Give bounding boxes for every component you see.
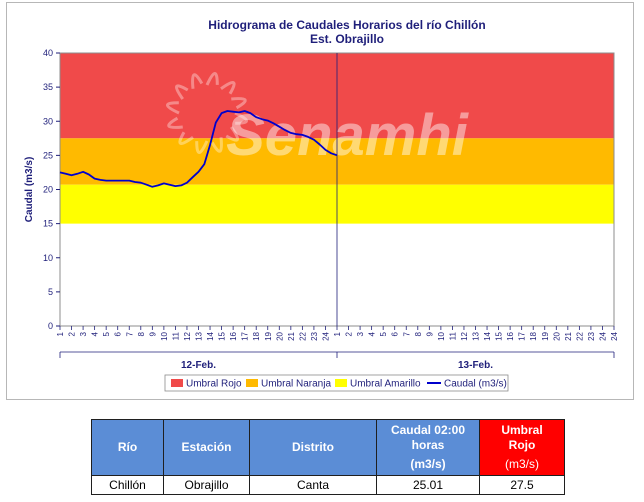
legend-label: Umbral Naranja xyxy=(261,379,331,390)
chart-title: Hidrograma de Caudales Horarios del río … xyxy=(208,18,485,32)
x-tick-label: 23 xyxy=(310,331,319,340)
x-tick-label: 7 xyxy=(125,331,134,336)
legend-label: Umbral Amarillo xyxy=(350,379,421,390)
x-tick-label: 15 xyxy=(218,331,227,340)
header-distrito: Distrito xyxy=(249,419,377,476)
y-tick-label: 35 xyxy=(43,82,53,92)
x-tick-label: 20 xyxy=(552,331,561,340)
x-tick-label: 24 xyxy=(610,331,619,340)
legend-swatch xyxy=(335,379,347,387)
x-tick-label: 21 xyxy=(287,331,296,340)
x-tick-label: 18 xyxy=(252,331,261,340)
x-tick-label: 9 xyxy=(148,331,157,336)
x-tick-label: 9 xyxy=(425,331,434,336)
legend-swatch xyxy=(246,379,258,387)
x-tick-label: 6 xyxy=(391,331,400,336)
x-tick-label: 4 xyxy=(368,331,377,336)
x-tick-label: 11 xyxy=(448,331,457,340)
legend-label: Umbral Rojo xyxy=(186,379,242,390)
x-tick-label: 17 xyxy=(518,331,527,340)
x-tick-label: 22 xyxy=(298,331,307,340)
header-umbral-rojo: Umbral Rojo (m3/s) xyxy=(479,419,565,476)
x-tick-label: 18 xyxy=(529,331,538,340)
y-tick-label: 15 xyxy=(43,219,53,229)
x-tick-label: 10 xyxy=(160,331,169,340)
x-tick-label: 1 xyxy=(56,331,65,336)
chart-panel: Hidrograma de Caudales Horarios del río … xyxy=(6,2,634,400)
cell-caudal: 25.01 xyxy=(376,475,480,495)
y-tick-label: 5 xyxy=(48,287,53,297)
series-line-caudal xyxy=(59,110,338,188)
y-tick-label: 10 xyxy=(43,253,53,263)
day-label: 13-Feb. xyxy=(458,360,493,371)
x-tick-label: 6 xyxy=(114,331,123,336)
x-tick-label: 10 xyxy=(437,331,446,340)
y-tick-label: 40 xyxy=(43,48,53,58)
x-tick-label: 15 xyxy=(495,331,504,340)
x-tick-label: 3 xyxy=(79,331,88,336)
x-tick-label: 13 xyxy=(472,331,481,340)
watermark-text: Senamhi xyxy=(226,103,470,168)
x-tick-label: 1 xyxy=(333,331,342,336)
station-table: Río Estación Distrito Caudal 02:00 horas… xyxy=(91,419,565,495)
x-tick-label: 21 xyxy=(564,331,573,340)
x-tick-label: 7 xyxy=(402,331,411,336)
chart-subtitle: Est. Obrajillo xyxy=(310,32,384,46)
x-tick-label: 24 xyxy=(598,331,607,340)
legend-swatch xyxy=(171,379,183,387)
watermark-logo xyxy=(165,71,249,155)
x-tick-label: 2 xyxy=(345,331,354,336)
x-tick-label: 20 xyxy=(275,331,284,340)
x-tick-label: 5 xyxy=(102,331,111,336)
x-tick-label: 3 xyxy=(356,331,365,336)
x-tick-label: 13 xyxy=(195,331,204,340)
x-tick-label: 12 xyxy=(460,331,469,340)
x-tick-label: 12 xyxy=(183,331,192,340)
x-tick-label: 16 xyxy=(506,331,515,340)
x-tick-label: 5 xyxy=(379,331,388,336)
y-tick-label: 25 xyxy=(43,150,53,160)
y-tick-label: 20 xyxy=(43,185,53,195)
cell-estacion: Obrajillo xyxy=(163,475,250,495)
x-tick-label: 2 xyxy=(68,331,77,336)
table-row: Chillón Obrajillo Canta 25.01 27.5 xyxy=(91,475,565,495)
cell-umbral-rojo: 27.5 xyxy=(479,475,565,495)
header-caudal: Caudal 02:00 horas (m3/s) xyxy=(376,419,480,476)
x-tick-label: 16 xyxy=(229,331,238,340)
x-tick-label: 24 xyxy=(321,331,330,340)
x-tick-label: 4 xyxy=(91,331,100,336)
x-tick-label: 19 xyxy=(264,331,273,340)
y-tick-label: 0 xyxy=(48,321,53,331)
legend-label: Caudal (m3/s) xyxy=(444,379,507,390)
y-axis-label: Caudal (m3/s) xyxy=(24,157,35,223)
day-label: 12-Feb. xyxy=(181,360,216,371)
x-tick-label: 8 xyxy=(137,331,146,336)
x-tick-label: 17 xyxy=(241,331,250,340)
x-tick-label: 8 xyxy=(414,331,423,336)
x-tick-label: 23 xyxy=(587,331,596,340)
x-tick-label: 11 xyxy=(171,331,180,340)
x-tick-label: 22 xyxy=(575,331,584,340)
cell-rio: Chillón xyxy=(91,475,164,495)
header-estacion: Estación xyxy=(163,419,250,476)
header-rio: Río xyxy=(91,419,164,476)
x-tick-label: 19 xyxy=(541,331,550,340)
x-tick-label: 14 xyxy=(483,331,492,340)
table-header-row: Río Estación Distrito Caudal 02:00 horas… xyxy=(91,419,565,476)
cell-distrito: Canta xyxy=(249,475,377,495)
hydrograph-chart: Hidrograma de Caudales Horarios del río … xyxy=(24,18,619,392)
y-tick-label: 30 xyxy=(43,116,53,126)
x-tick-label: 14 xyxy=(206,331,215,340)
